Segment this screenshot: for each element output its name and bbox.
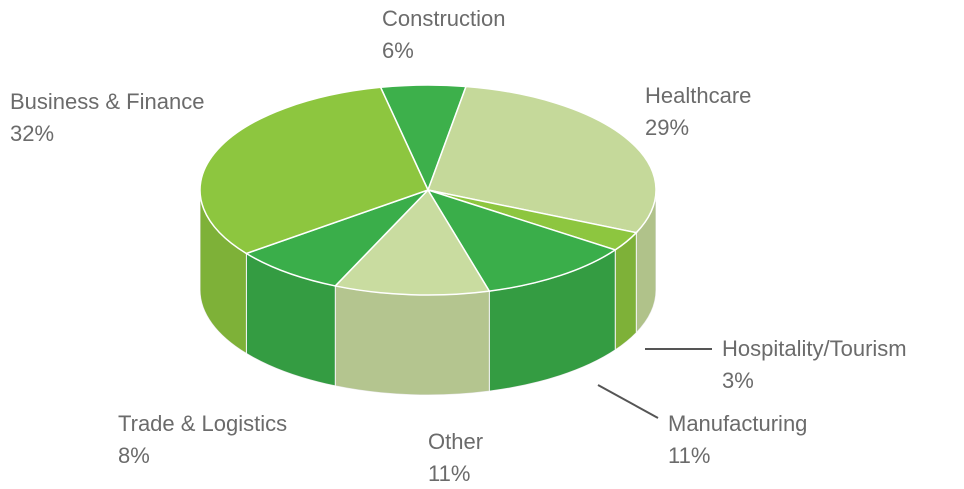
slice	[199, 86, 430, 255]
slice-value-label: 3%	[722, 368, 754, 393]
slice-label: Construction	[382, 6, 506, 31]
slice-side-shade	[489, 249, 616, 392]
slice	[426, 85, 657, 234]
slice-side-shade	[246, 253, 336, 386]
slice-label: Other	[428, 429, 483, 454]
slice-side-shade	[615, 232, 637, 350]
slice-side-shade	[335, 285, 490, 395]
slice	[333, 188, 491, 296]
slice-value-label: 32%	[10, 121, 54, 146]
slice-label: Business & Finance	[10, 89, 204, 114]
slice-side-shade	[636, 190, 656, 333]
slice-side-shade	[200, 190, 247, 354]
slice-value-label: 8%	[118, 443, 150, 468]
slice-value-label: 11%	[428, 461, 470, 486]
slice-label: Healthcare	[645, 83, 751, 108]
slice-label: Manufacturing	[668, 411, 807, 436]
slice-value-label: 29%	[645, 115, 689, 140]
slice-value-label: 11%	[668, 443, 710, 468]
leader-line	[597, 384, 659, 419]
slice	[244, 189, 429, 287]
slice-label: Trade & Logistics	[118, 411, 287, 436]
slice-label: Hospitality/Tourism	[722, 336, 907, 361]
slice-value-label: 6%	[382, 38, 414, 63]
